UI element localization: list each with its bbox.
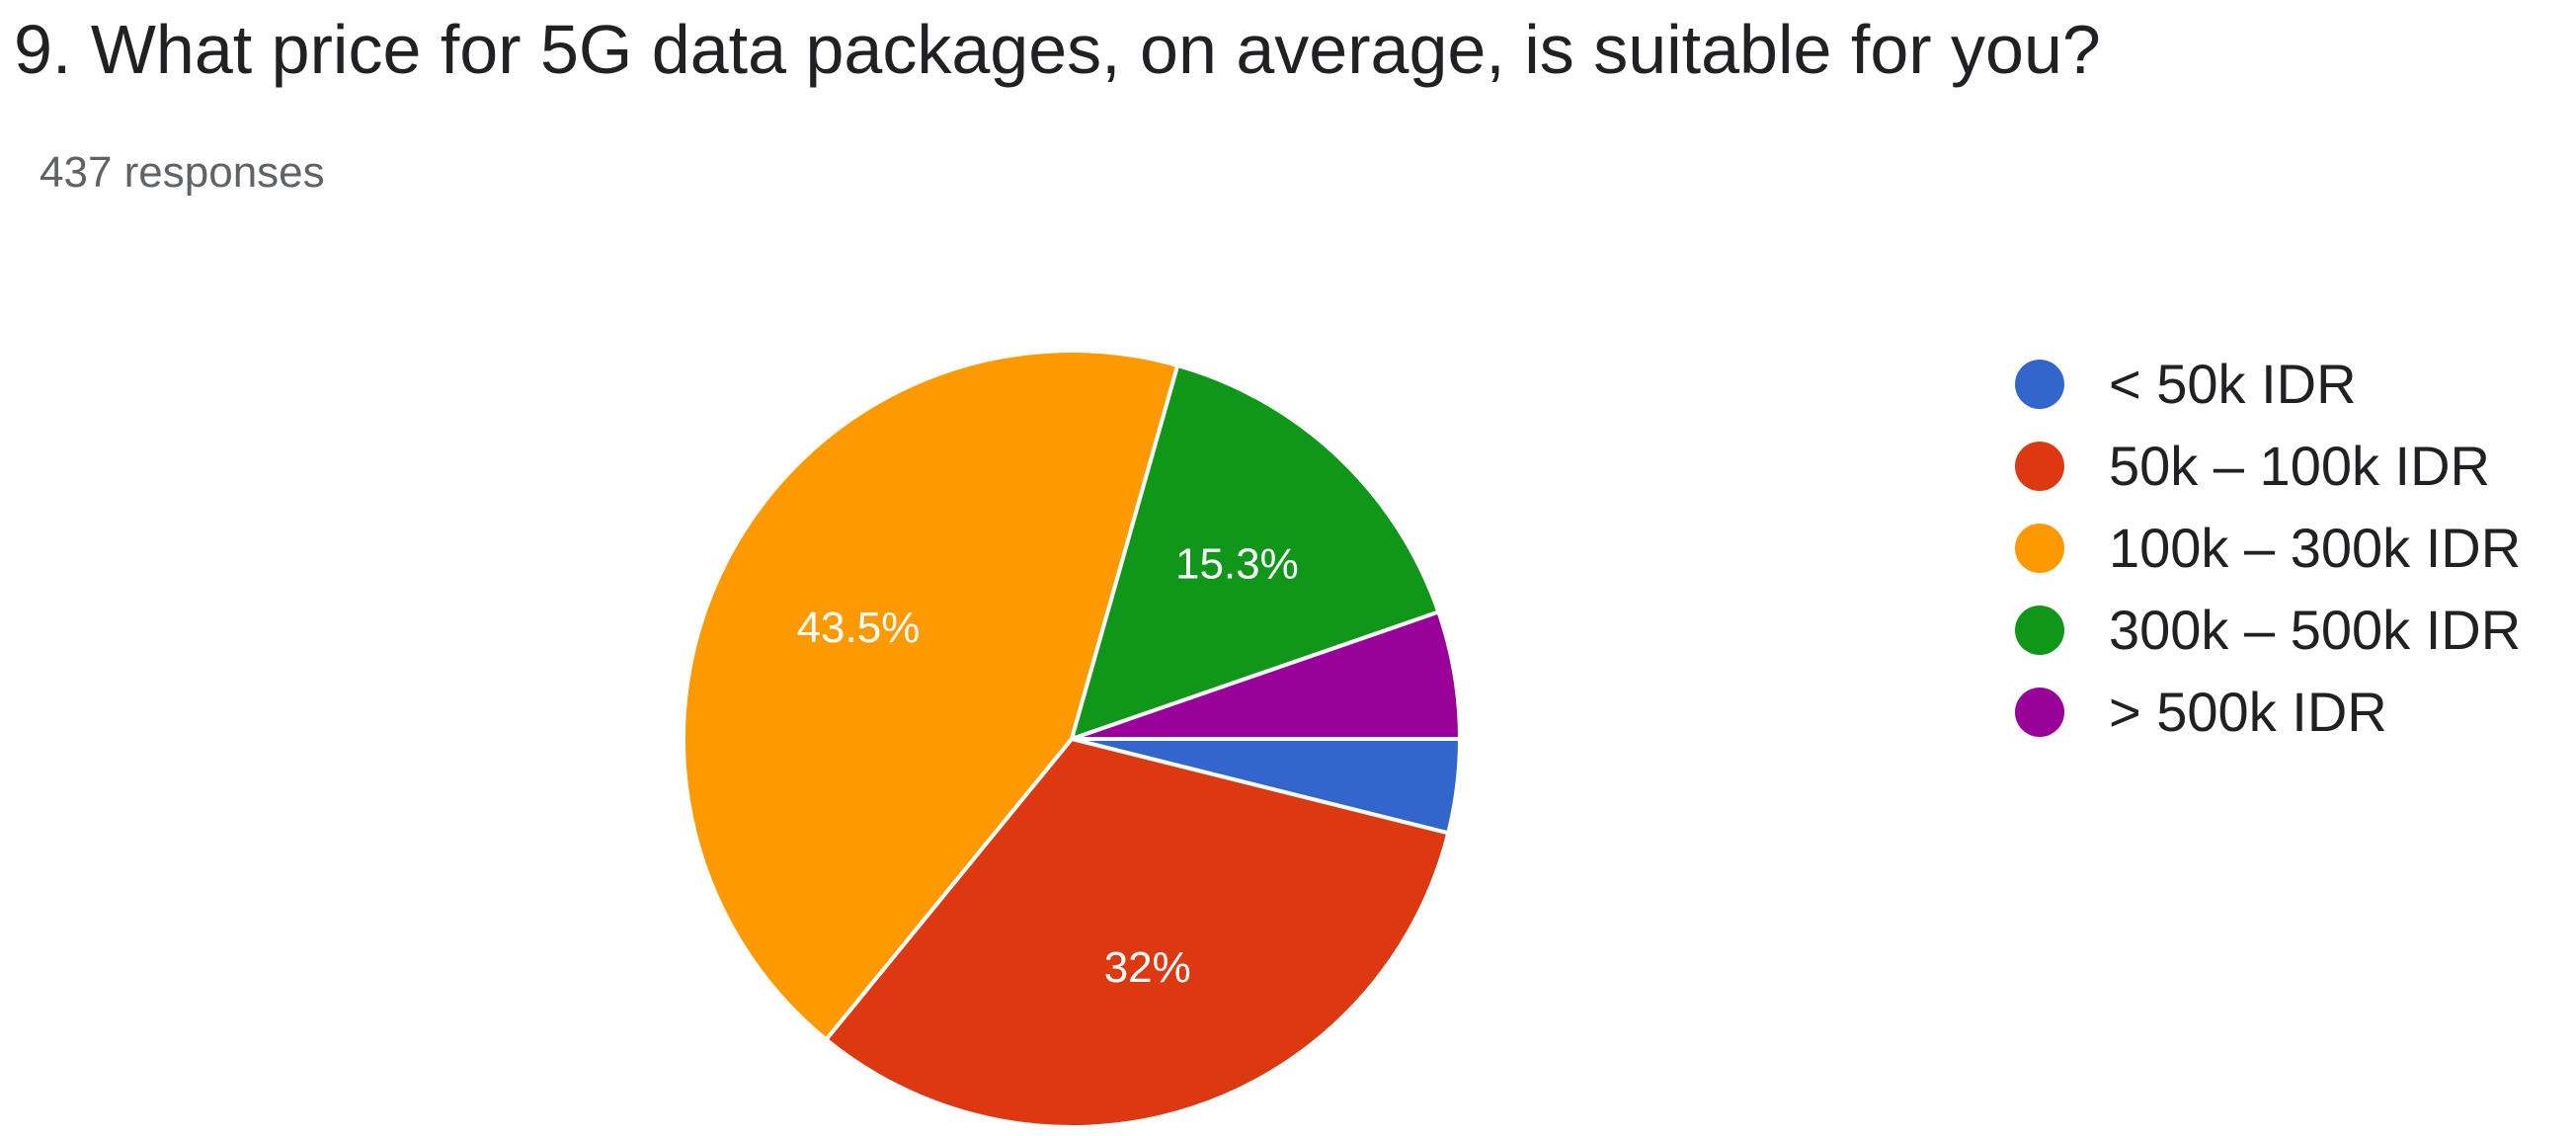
legend-label: 50k – 100k IDR bbox=[2109, 435, 2490, 497]
legend-swatch bbox=[2015, 359, 2064, 409]
legend-label: > 500k IDR bbox=[2109, 681, 2387, 743]
legend: < 50k IDR 50k – 100k IDR 100k – 300k IDR… bbox=[2015, 343, 2521, 753]
question-title: 9. What price for 5G data packages, on a… bbox=[14, 11, 2101, 88]
legend-label: 300k – 500k IDR bbox=[2109, 599, 2522, 661]
legend-swatch bbox=[2015, 441, 2064, 491]
legend-label: < 50k IDR bbox=[2109, 353, 2357, 415]
pie-slice-300k-500k-idr bbox=[1070, 363, 1441, 741]
pie-slice-100k-300k-idr bbox=[682, 349, 1180, 1042]
legend-item-300k-500k: 300k – 500k IDR bbox=[2015, 589, 2521, 671]
legend-label: 100k – 300k IDR bbox=[2109, 517, 2522, 579]
legend-swatch bbox=[2015, 523, 2064, 573]
pie-slice-500k-idr bbox=[1070, 609, 1462, 741]
legend-item-over-500k: > 500k IDR bbox=[2015, 671, 2521, 753]
pie-slice-50k-100k-idr bbox=[824, 737, 1451, 1129]
legend-swatch bbox=[2015, 687, 2064, 737]
legend-item-100k-300k: 100k – 300k IDR bbox=[2015, 507, 2521, 589]
legend-item-50k-100k: 50k – 100k IDR bbox=[2015, 425, 2521, 507]
slice-label-50k-100k-idr: 32% bbox=[1104, 943, 1191, 992]
legend-item-under-50k: < 50k IDR bbox=[2015, 343, 2521, 425]
slice-label-300k-500k-idr: 15.3% bbox=[1175, 539, 1299, 588]
slice-label-100k-300k-idr: 43.5% bbox=[797, 604, 921, 652]
legend-swatch bbox=[2015, 605, 2064, 655]
response-count: 437 responses bbox=[40, 148, 325, 197]
